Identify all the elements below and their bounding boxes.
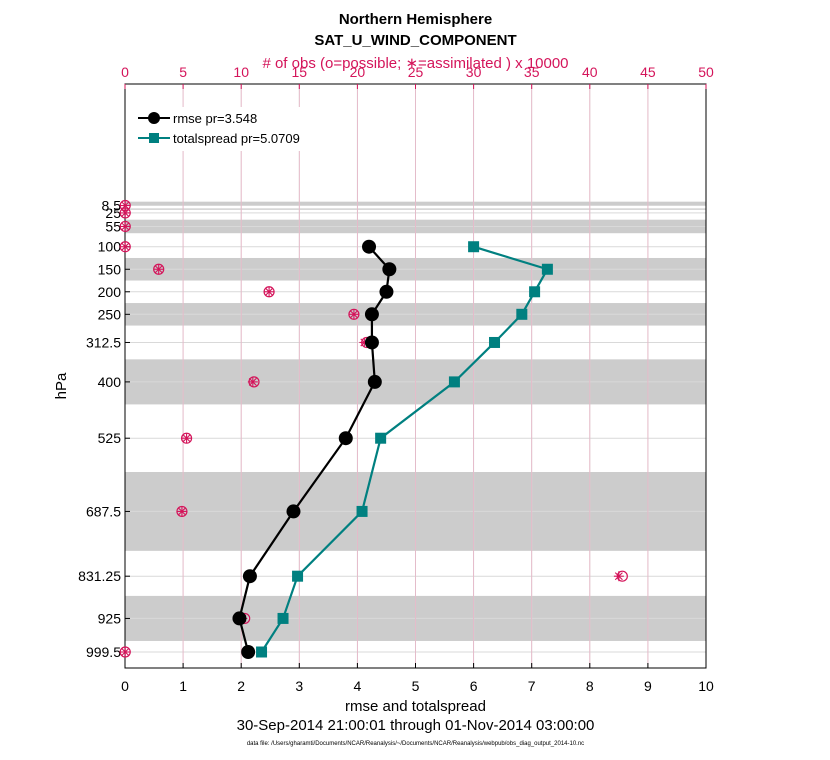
totalspread-point xyxy=(292,570,304,582)
top-tick-label: 5 xyxy=(179,64,187,80)
totalspread-point xyxy=(375,432,387,444)
obs-asterisk-stroke xyxy=(121,222,130,231)
y-tick-label: 925 xyxy=(98,610,122,626)
top-tick-label: 25 xyxy=(408,64,424,80)
top-tick-label: 35 xyxy=(524,64,540,80)
totalspread-point xyxy=(468,241,480,253)
y-tick-label: 100 xyxy=(98,239,122,255)
top-axis-label: # of obs (o=possible; ∗=assimilated ) x … xyxy=(262,55,568,72)
x-tick-label: 1 xyxy=(179,678,187,694)
legend-marker-rmse xyxy=(148,112,160,124)
obs-assimilated-marker xyxy=(120,647,131,657)
y-tick-label: 400 xyxy=(98,374,122,390)
totalspread-point xyxy=(256,646,268,658)
footnote: data file: /Users/gharamti/Documents/NCA… xyxy=(247,741,584,747)
obs-asterisk-stroke xyxy=(265,287,274,296)
y-tick-label: 200 xyxy=(98,284,122,300)
x-tick-label: 4 xyxy=(354,678,362,694)
y-tick-label: 999.5 xyxy=(86,644,121,660)
legend-label-totalspread: totalspread pr=5.0709 xyxy=(173,131,300,146)
y-tick-label: 312.5 xyxy=(86,334,121,350)
obs-assimilated-marker xyxy=(264,286,275,297)
rmse-point xyxy=(364,307,379,322)
rmse-point xyxy=(242,569,257,584)
rmse-point xyxy=(367,374,382,389)
chart-subtitle: SAT_U_WIND_COMPONENT xyxy=(314,32,516,49)
top-tick-label: 20 xyxy=(350,64,366,80)
obs-assimilated-marker xyxy=(181,433,192,444)
totalspread-point xyxy=(489,336,501,348)
rmse-point xyxy=(241,645,256,659)
obs-assimilated-marker xyxy=(153,264,164,275)
y-tick-label: 525 xyxy=(98,430,122,446)
obs-assimilated-marker xyxy=(120,221,131,232)
x-tick-label: 7 xyxy=(528,678,536,694)
totalspread-point xyxy=(356,505,368,517)
top-tick-label: 50 xyxy=(698,64,714,80)
x-tick-label: 6 xyxy=(470,678,478,694)
y-tick-label: 687.5 xyxy=(86,503,121,519)
date-range: 30-Sep-2014 21:00:01 through 01-Nov-2014… xyxy=(237,717,595,734)
top-tick-label: 45 xyxy=(640,64,656,80)
totalspread-point xyxy=(277,612,289,624)
obs-asterisk-stroke xyxy=(121,242,130,251)
obs-assimilated-marker xyxy=(613,571,624,582)
obs-asterisk-stroke xyxy=(154,265,163,274)
y-tick-label: 831.25 xyxy=(78,568,121,584)
rmse-point xyxy=(286,504,301,519)
totalspread-point xyxy=(516,308,528,320)
obs-assimilated-marker xyxy=(348,309,359,320)
top-tick-label: 30 xyxy=(466,64,482,80)
legend-box xyxy=(132,107,312,151)
x-tick-label: 5 xyxy=(412,678,420,694)
x-tick-label: 2 xyxy=(237,678,245,694)
obs-assimilated-marker xyxy=(176,506,187,517)
obs-assimilated-marker xyxy=(247,376,258,387)
x-axis-label: rmse and totalspread xyxy=(345,698,486,715)
legend-marker-totalspread xyxy=(149,133,159,143)
rmse-point xyxy=(362,239,377,254)
y-tick-label: 25 xyxy=(105,205,121,221)
obs-asterisk-stroke xyxy=(248,377,257,386)
totalspread-point xyxy=(541,263,553,275)
top-tick-label: 40 xyxy=(582,64,598,80)
totalspread-point xyxy=(448,376,460,388)
rmse-point xyxy=(379,284,394,299)
obs-asterisk-stroke xyxy=(349,310,358,319)
y-tick-label: 150 xyxy=(98,261,122,277)
y-axis-label: hPa xyxy=(53,372,70,399)
x-tick-label: 9 xyxy=(644,678,652,694)
axis-ticks: 0 1 2 3 4 5 6 7 8 9 100 5 10 15 20 25 30 35 40 45 508.525551… xyxy=(78,64,714,694)
y-tick-label: 8.5 xyxy=(102,198,122,214)
chart-title: Northern Hemisphere xyxy=(339,11,492,28)
obs-asterisk-stroke xyxy=(121,208,130,217)
obs-asterisk-stroke xyxy=(121,648,130,656)
obs-asterisk-stroke xyxy=(182,434,191,443)
obs-asterisk-stroke xyxy=(614,572,623,581)
rmse-point xyxy=(382,262,397,277)
legend-label-rmse: rmse pr=3.548 xyxy=(173,111,257,126)
y-tick-label: 250 xyxy=(98,306,122,322)
rmse-point xyxy=(338,431,353,446)
obs-assimilated-marker xyxy=(120,207,131,218)
obs-asterisk-stroke xyxy=(177,507,186,516)
rmse-point xyxy=(232,611,247,626)
rmse-point xyxy=(364,335,379,350)
top-tick-label: 15 xyxy=(292,64,308,80)
legend: rmse pr=3.548 totalspread pr=5.0709 xyxy=(132,107,312,151)
y-tick-label: 55 xyxy=(105,218,121,234)
x-tick-label: 0 xyxy=(121,678,129,694)
top-tick-label: 0 xyxy=(121,64,129,80)
obs-assimilated-marker xyxy=(120,241,131,252)
data-series xyxy=(232,239,553,659)
x-tick-label: 8 xyxy=(586,678,594,694)
totalspread-point xyxy=(529,286,541,298)
x-tick-label: 10 xyxy=(698,678,714,694)
top-tick-label: 10 xyxy=(233,64,249,80)
x-tick-label: 3 xyxy=(295,678,303,694)
